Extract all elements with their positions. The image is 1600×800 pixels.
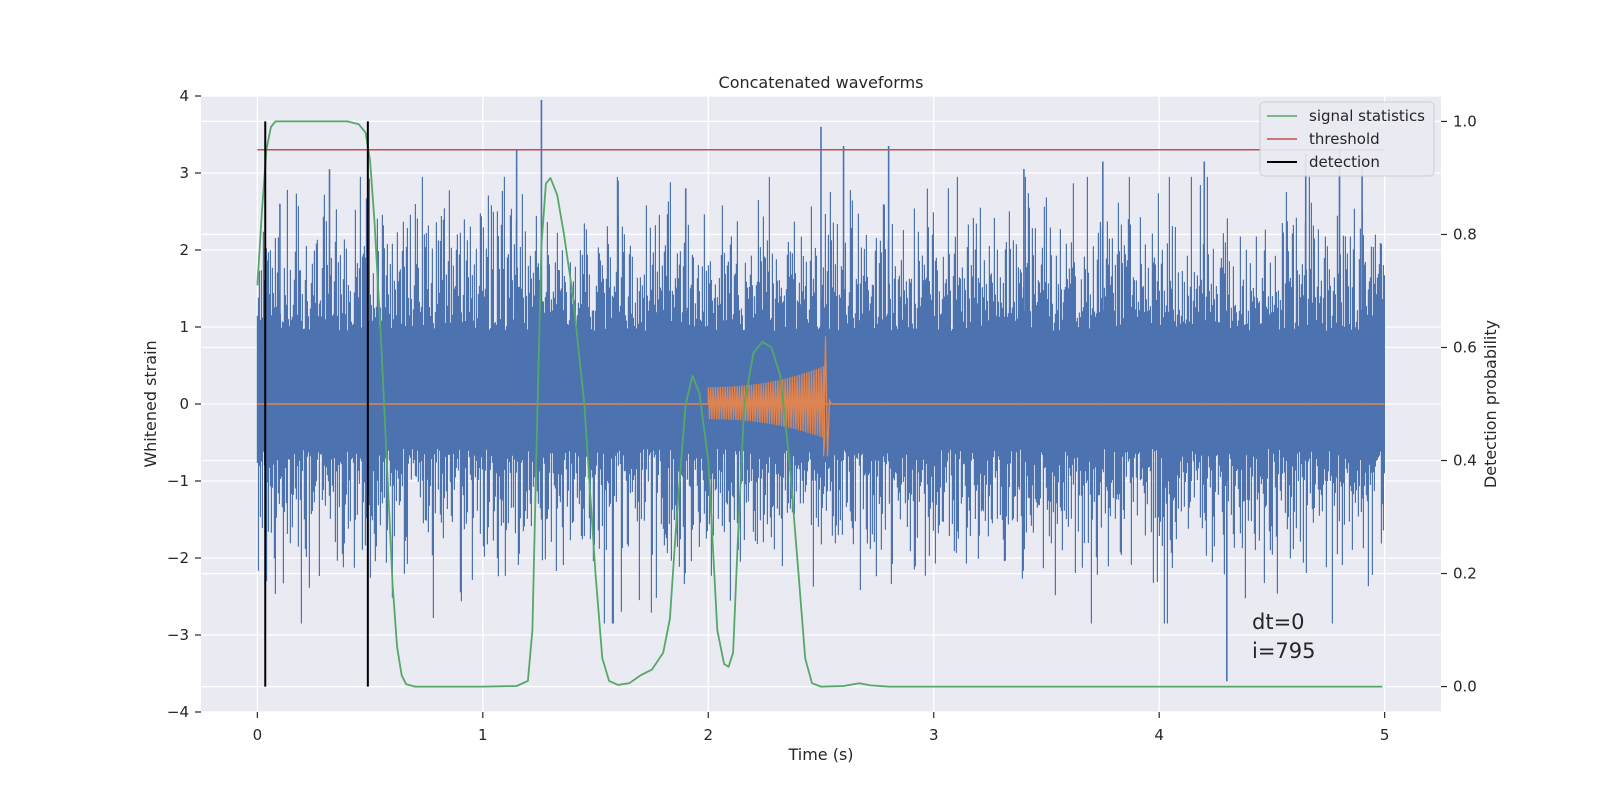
- legend-label-detection: detection: [1309, 153, 1380, 171]
- y-tick-label: 0: [179, 395, 189, 413]
- annotation-index: i=795: [1252, 639, 1316, 663]
- x-tick-label: 0: [253, 726, 263, 744]
- y2-tick-label: 0.4: [1453, 452, 1477, 470]
- y2-tick-label: 0.2: [1453, 565, 1477, 583]
- y-tick-label: 3: [179, 164, 189, 182]
- y-tick-label: 1: [179, 318, 189, 336]
- legend-label-statistics: signal statistics: [1309, 107, 1425, 125]
- x-axis-label: Time (s): [787, 745, 853, 764]
- chirp-trace: [707, 336, 833, 457]
- x-tick-label: 1: [478, 726, 488, 744]
- y2-tick-label: 0.8: [1453, 225, 1477, 243]
- legend: signal statistics threshold detection: [1259, 101, 1435, 177]
- y2-tick-label: 1.0: [1453, 112, 1477, 130]
- injected-signal-series: [257, 336, 1385, 457]
- y-tick-label: −2: [167, 549, 189, 567]
- y-tick-label: −1: [167, 472, 189, 490]
- y-tick-label: 4: [179, 87, 189, 105]
- statistics-line: [256, 120, 1383, 688]
- left-axis-ticks: −4 −3 −2 −1 0 1 2 3 4: [167, 87, 201, 721]
- y-tick-label: 2: [179, 241, 189, 259]
- chart-title: Concatenated waveforms: [719, 73, 924, 92]
- annotation-dt: dt=0: [1252, 610, 1305, 634]
- y2-tick-label: 0.6: [1453, 338, 1477, 356]
- y-tick-label: −3: [167, 626, 189, 644]
- x-tick-label: 2: [703, 726, 713, 744]
- y-tick-label: −4: [167, 703, 189, 721]
- y-axis-label: Whitened strain: [141, 340, 160, 467]
- y2-tick-label: 0.0: [1453, 678, 1477, 696]
- legend-label-threshold: threshold: [1309, 130, 1380, 148]
- right-axis-ticks: 0.0 0.2 0.4 0.6 0.8 1.0: [1441, 112, 1477, 696]
- x-axis-ticks: 0 1 2 3 4 5: [253, 712, 1390, 744]
- x-tick-label: 3: [929, 726, 939, 744]
- statistics-series: [256, 120, 1385, 688]
- y2-axis-label: Detection probability: [1481, 320, 1500, 488]
- x-tick-label: 4: [1154, 726, 1164, 744]
- x-tick-label: 5: [1380, 726, 1390, 744]
- legend-box: [1259, 101, 1435, 177]
